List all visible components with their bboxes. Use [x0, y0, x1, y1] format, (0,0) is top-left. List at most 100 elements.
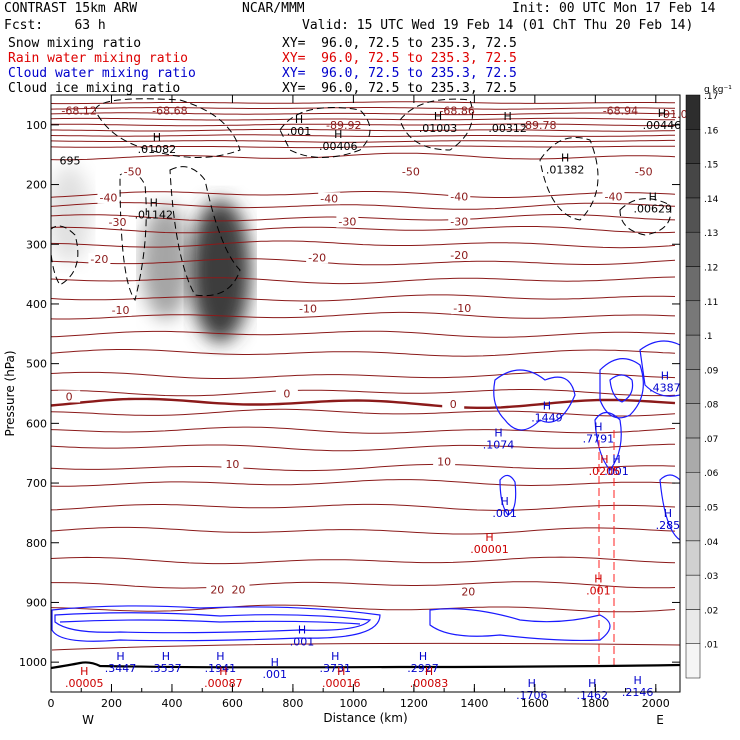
top-label-3: -68.94: [603, 105, 638, 118]
legend-snow-name: Snow mixing ratio: [8, 36, 142, 51]
isotherm-label-bg: [318, 192, 341, 205]
isotherm-7: [51, 139, 675, 143]
y-tick-label-3: 400: [26, 298, 47, 311]
isotherm-8: [51, 145, 675, 149]
ice-contour-3: [539, 137, 599, 221]
ice-max-value-4: .01382: [546, 164, 585, 177]
isotherm-23: [51, 408, 676, 417]
isotherm-label-bg: [448, 190, 471, 203]
colorbar-label-3: .04: [704, 538, 719, 548]
colorbar-cell-16: [685, 94, 701, 130]
water-max-value-1: .1449: [531, 411, 563, 424]
ice-max-value-3: .00312: [488, 122, 527, 135]
colorbar-label-9: .1: [704, 332, 713, 342]
colorbar-label-10: .11: [704, 298, 718, 308]
water-max-h-16: H: [298, 623, 306, 636]
water-contour-0: [51, 605, 381, 642]
x-tick-label-1: 200: [101, 697, 122, 710]
colorbar-cell-13: [685, 197, 701, 233]
colorbar-label-6: .07: [704, 435, 718, 445]
cloud-water-contours: [51, 340, 680, 642]
water-max-h-14: H: [588, 677, 596, 690]
rain-max-value-3: .00083: [410, 677, 449, 690]
isotherm-label-10-0: 10: [225, 458, 239, 471]
water-contour-10: [594, 411, 622, 471]
isotherm-label--50-0: -50: [124, 165, 142, 178]
isotherm-label-0-1: 0: [283, 388, 290, 401]
colorbar-label-14: .15: [704, 161, 718, 171]
water-max-value-2: .7791: [583, 432, 615, 445]
ice-max-h-1: H: [334, 128, 342, 141]
isotherm-label-bg: [206, 583, 229, 596]
isotherm-31: [51, 581, 676, 589]
ice-contour-5: [169, 166, 241, 297]
isotherm-label-bg: [306, 251, 329, 264]
water-max-value-8: .3537: [150, 662, 182, 675]
ice-contour-1: [279, 107, 371, 158]
isotherm-label--30-2: -30: [450, 216, 468, 229]
isotherm-label--40-1: -40: [320, 192, 338, 205]
colorbar-cell-12: [685, 231, 701, 267]
x-tick-label-8: 1600: [521, 697, 549, 710]
isotherm-label--30-0: -30: [109, 216, 127, 229]
y-tick-label-0: 100: [26, 119, 47, 132]
ice-contour-6: [51, 225, 79, 286]
water-max-value-7: .3447: [105, 662, 137, 675]
isotherm-label--50-2: -50: [635, 165, 653, 178]
isotherm-label-bg: [451, 302, 474, 315]
east-label: E: [656, 713, 664, 727]
x-tick-label-0: 0: [48, 697, 55, 710]
isotherm-label-bg: [121, 165, 144, 178]
plot-frame: [50, 94, 681, 693]
isotherm-14: [51, 240, 676, 249]
y-tick-label-6: 700: [26, 477, 47, 490]
isotherm-label-bg: [448, 215, 471, 228]
legend-cloudice-xy: XY= 96.0, 72.5 to 235.3, 72.5: [282, 81, 517, 96]
rain-max-h-1: H: [219, 665, 227, 678]
isotherm-label-0-0: 0: [66, 390, 73, 403]
colorbar-cell-4: [685, 506, 701, 542]
isotherm-5: [51, 128, 676, 132]
isotherm-6: [51, 134, 676, 137]
ice-max-value-6: .00446: [643, 119, 682, 132]
water-contour-7: [639, 340, 680, 397]
y-axis-label: Pressure (hPa): [3, 350, 17, 436]
isotherm-label-bg: [399, 165, 422, 178]
water-contour-2: [59, 619, 361, 625]
y-tick-label-1: 200: [26, 179, 47, 192]
ice-max-h-0: H: [153, 131, 161, 144]
isotherm-label-bg: [58, 390, 81, 403]
colorbar-label-11: .12: [704, 263, 718, 273]
y-tick-label-8: 900: [26, 596, 47, 609]
colorbar-label-15: .16: [704, 126, 719, 136]
model-title: CONTRAST 15km ARW: [4, 1, 138, 16]
org-title: NCAR/MMM: [242, 1, 305, 16]
water-max-value-16: .001: [290, 635, 315, 648]
isotherm-label-10-1: 10: [437, 456, 451, 469]
ice-max-h-4: H: [561, 152, 569, 165]
terrain-line: [51, 661, 680, 670]
colorbar-label-16: .17: [704, 92, 718, 102]
snow-maximum-1: [189, 200, 251, 343]
west-label: W: [82, 713, 94, 727]
water-contour-1: [54, 612, 372, 634]
colorbar-label-4: .05: [704, 504, 718, 514]
rain-max-value-4: .00001: [470, 543, 509, 556]
isotherm-label-bg: [227, 583, 250, 596]
isotherm-label-bg: [602, 190, 625, 203]
isotherm-19: [51, 330, 676, 338]
water-max-h-9: H: [216, 650, 224, 663]
water-max-h-8: H: [162, 650, 170, 663]
rain-max-h-0: H: [80, 665, 88, 678]
isotherm-label-bg: [632, 165, 655, 178]
isotherm-lines: [51, 101, 676, 613]
isotherm-label-bg: [97, 191, 120, 204]
colorbar-cell-7: [685, 403, 701, 439]
x-tick-label-10: 2000: [642, 697, 670, 710]
water-contour-9: [659, 474, 680, 541]
water-max-value-15: .2146: [622, 686, 654, 699]
water-max-h-13: H: [528, 677, 536, 690]
rain-max-h-4: H: [485, 531, 493, 544]
water-max-value-10: .001: [263, 668, 288, 681]
